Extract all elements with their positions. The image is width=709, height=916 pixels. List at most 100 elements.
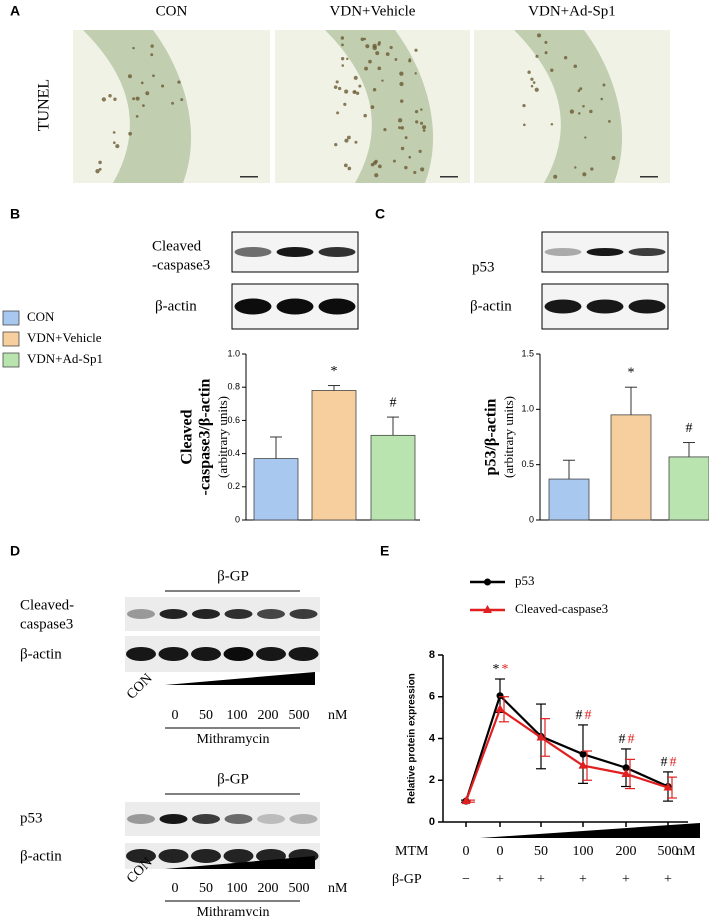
stain-dot xyxy=(377,42,381,46)
stain-dot xyxy=(180,98,184,102)
series-line xyxy=(464,707,669,802)
significance-mark: # xyxy=(390,395,397,410)
blot-band xyxy=(158,849,189,863)
y-axis-label: p53/β-actin xyxy=(483,398,500,475)
stain-dot xyxy=(413,170,417,175)
y-axis-label: Relative protein expression xyxy=(407,673,418,804)
stain-dot xyxy=(537,33,542,38)
scale-bar xyxy=(640,176,658,178)
stain-dot xyxy=(344,138,349,143)
significance-mark: # xyxy=(619,732,626,747)
stain-dot xyxy=(602,83,606,87)
blot-band xyxy=(192,814,220,824)
dose-label: 200 xyxy=(258,881,279,896)
blot-band xyxy=(544,299,582,314)
stain-dot xyxy=(399,81,404,87)
dose-wedge xyxy=(480,823,700,838)
legend-swatch xyxy=(2,352,20,368)
stain-dot xyxy=(132,97,136,101)
dose-label: 500 xyxy=(289,708,310,723)
stain-dot xyxy=(532,81,536,84)
stain-dot xyxy=(161,84,165,88)
blot-label: Cleaved xyxy=(152,238,202,254)
scale-bar xyxy=(240,176,258,178)
stain-dot xyxy=(544,40,548,44)
stain-dot xyxy=(333,85,338,89)
stain-dot xyxy=(584,136,587,139)
unit-label: nM xyxy=(328,881,348,896)
blot-band xyxy=(289,814,318,824)
stain-dot xyxy=(573,64,578,69)
x-row-value: 200 xyxy=(616,844,637,859)
y-tick-label: 1.0 xyxy=(521,404,534,414)
stain-dot xyxy=(404,165,408,170)
stain-dot xyxy=(414,109,419,114)
stain-dot xyxy=(408,155,412,159)
stain-dot xyxy=(150,53,154,57)
point xyxy=(461,796,471,805)
stain-dot xyxy=(343,102,347,106)
blot-band xyxy=(234,247,272,257)
blot-band xyxy=(191,647,221,661)
stain-dot xyxy=(420,108,423,111)
y-axis-unit: (arbitrary units) xyxy=(215,396,230,478)
stain-dot xyxy=(353,90,357,93)
blot-label: β-actin xyxy=(155,298,197,314)
x-row-value: + xyxy=(537,872,545,887)
y-tick-label: 6 xyxy=(429,691,435,703)
stain-dot xyxy=(108,94,112,98)
stain-dot xyxy=(341,43,344,47)
significance-mark: * xyxy=(331,364,338,379)
stain-dot xyxy=(101,97,107,102)
bar xyxy=(548,478,590,521)
stain-dot xyxy=(115,144,120,149)
y-tick-label: 1.5 xyxy=(521,348,534,358)
vessel-wall xyxy=(325,30,434,183)
blot-label: Cleaved- xyxy=(20,597,74,613)
blot-band xyxy=(256,647,286,661)
significance-mark: # xyxy=(686,421,693,436)
stain-dot xyxy=(355,91,360,96)
blot-band xyxy=(276,298,314,315)
bar xyxy=(370,434,416,521)
blot-band xyxy=(224,609,253,619)
stain-dot xyxy=(550,122,554,126)
stain-dot xyxy=(392,159,396,163)
stain-dot xyxy=(375,51,380,56)
dose-label: 500 xyxy=(289,881,310,896)
column-label: VDN+Ad-Sp1 xyxy=(528,3,616,19)
drug-label: Mithramycin xyxy=(196,905,269,916)
blot-band xyxy=(158,647,189,661)
stain-dot xyxy=(353,75,358,80)
stain-dot xyxy=(534,87,539,92)
x-row-value: + xyxy=(622,872,630,887)
stain-dot xyxy=(132,46,135,50)
blot-band xyxy=(223,647,254,661)
stain-dot xyxy=(374,173,379,178)
unit-label: nM xyxy=(328,708,348,723)
y-tick-label: 1.0 xyxy=(227,348,240,358)
stain-dot xyxy=(95,169,100,174)
blot-label: caspase3 xyxy=(20,616,73,632)
y-tick-label: 2 xyxy=(429,774,435,786)
series-line xyxy=(464,693,669,802)
stain-dot xyxy=(578,112,581,115)
x-row-label: MTM xyxy=(395,844,429,859)
stain-dot xyxy=(404,136,408,140)
scale-bar xyxy=(440,176,458,178)
stain-dot xyxy=(335,80,339,84)
blot-band xyxy=(191,849,221,863)
bar xyxy=(668,456,709,521)
blot-band xyxy=(126,647,156,661)
stain-dot xyxy=(563,56,568,60)
stain-dot xyxy=(363,37,367,41)
treatment-label: β-GP xyxy=(217,771,249,787)
panel-letter: B xyxy=(10,206,20,222)
x-row-value: − xyxy=(462,872,470,887)
stain-dot xyxy=(408,59,412,63)
significance-mark: # xyxy=(628,732,635,747)
point xyxy=(663,782,673,791)
stain-dot xyxy=(611,156,616,160)
legend-label: CON xyxy=(27,309,55,324)
blot-band xyxy=(224,814,253,824)
